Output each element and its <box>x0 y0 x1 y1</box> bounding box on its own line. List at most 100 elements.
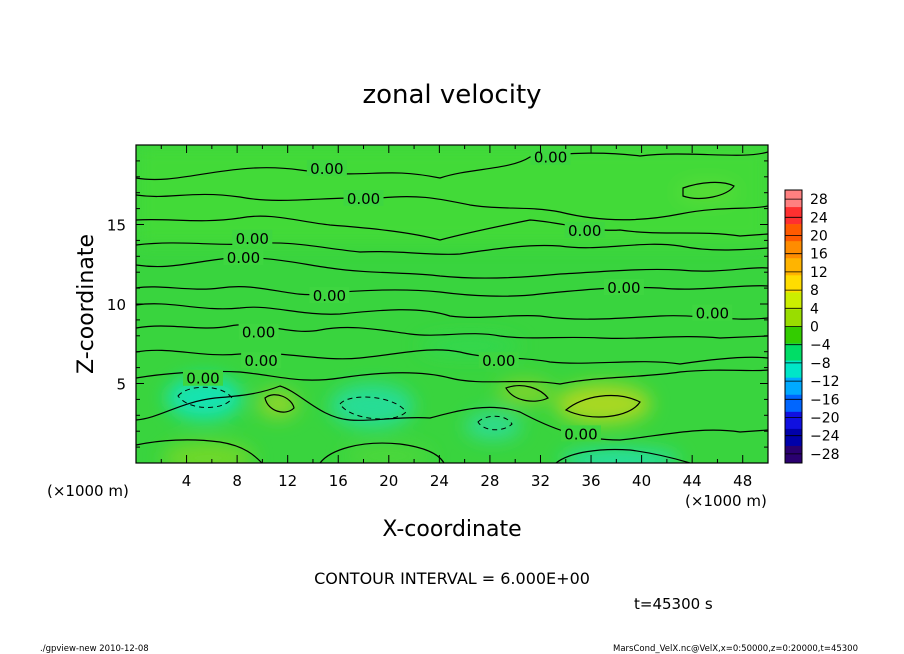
colorbar-segment <box>785 275 802 293</box>
negative-contours <box>177 386 513 431</box>
colorbar-tick-label: 16 <box>810 247 828 263</box>
contour-label: 0.00 <box>310 160 343 178</box>
contour-label: 0.00 <box>534 149 567 167</box>
x-tick-label: 24 <box>430 472 449 490</box>
colorbar-tick-label: −16 <box>810 392 840 408</box>
contour-label: 0.00 <box>696 305 729 323</box>
x-tick-label: 32 <box>531 472 550 490</box>
contour-label-bg <box>343 190 384 207</box>
contour-line <box>264 394 295 413</box>
contour-line <box>136 349 768 365</box>
contour-label-bg <box>603 279 644 296</box>
footer-right: MarsCond_VelX.nc@VelX,x=0:50000,z=0:2000… <box>613 644 858 654</box>
chart-title: zonal velocity <box>362 80 541 110</box>
colorbar-tick-label: −28 <box>810 447 840 463</box>
colorbar-tick-label: 24 <box>810 210 828 226</box>
colorbar-segment <box>785 224 802 242</box>
colorbar-segment <box>785 258 802 276</box>
contour-line <box>136 151 768 181</box>
contour-line <box>136 193 768 221</box>
contour-label: 0.00 <box>186 370 219 388</box>
colorbar-segment <box>785 207 802 225</box>
contour-label: 0.00 <box>313 287 346 305</box>
x-unit-right: (×1000 m) <box>685 492 767 510</box>
contour-label-bg <box>478 352 519 369</box>
contour-label: 0.00 <box>347 190 380 208</box>
x-tick-label: 44 <box>683 472 702 490</box>
contour-label: 0.00 <box>482 352 515 370</box>
contour-line <box>505 385 549 402</box>
field-blob <box>677 182 737 202</box>
axis-ticks <box>136 145 768 463</box>
contour-line <box>319 442 445 463</box>
x-tick-labels: 4 8 12 16 20 24 28 32 36 40 44 48 <box>182 472 752 490</box>
contour-line <box>136 215 768 241</box>
colorbar-segment <box>785 377 802 396</box>
colorbar-tick-label: −20 <box>810 411 840 427</box>
x-tick-label: 40 <box>632 472 651 490</box>
contour-line <box>555 448 691 463</box>
contour-line <box>136 369 768 385</box>
colorbar-tick-label: 12 <box>810 265 828 281</box>
contour-label-bg <box>241 352 282 369</box>
contour-label-bg <box>560 425 601 442</box>
contour-line <box>564 395 641 418</box>
colorbar-segment <box>785 343 802 361</box>
y-tick-label: 10 <box>107 296 126 314</box>
colorbar-segment <box>785 411 802 430</box>
contour-line <box>136 385 768 441</box>
y-tick-label: 5 <box>116 376 126 394</box>
colorbar-tick-label: 0 <box>810 320 819 336</box>
contour-line <box>177 386 233 408</box>
x-tick-label: 16 <box>329 472 348 490</box>
contour-lines <box>136 151 768 463</box>
colorbar-tick-label: −12 <box>810 374 840 390</box>
colorbar-segment <box>785 326 802 344</box>
plot-area: 0.000.000.000.000.000.000.000.000.000.00… <box>136 145 768 463</box>
x-tick-label: 8 <box>232 472 242 490</box>
colorbar-tick-label: 4 <box>810 301 819 317</box>
contour-label-bg <box>564 221 605 238</box>
contour-line <box>682 181 735 199</box>
contour-line <box>339 396 407 420</box>
field-blob <box>465 412 521 440</box>
colorbar-segment <box>785 445 802 464</box>
colorbar-tick-label: 28 <box>810 192 828 208</box>
x-tick-label: 12 <box>278 472 297 490</box>
y-tick-labels: 5 10 15 <box>107 217 126 394</box>
contour-line <box>136 303 768 320</box>
x-tick-label: 28 <box>480 472 499 490</box>
field-blob <box>344 446 432 463</box>
colorbar-segment <box>785 190 802 208</box>
x-axis-label: X-coordinate <box>382 517 521 542</box>
colorbar-tick-labels: 28 24 20 16 12 8 4 0 −4 −8 −12 −16 −20 −24 −28 <box>810 192 840 463</box>
x-tick-label: 20 <box>379 472 398 490</box>
contour-label: 0.00 <box>607 279 640 297</box>
contour-label: 0.00 <box>564 425 597 443</box>
x-tick-label: 36 <box>581 472 600 490</box>
y-axis-label: Z-coordinate <box>74 234 99 374</box>
contour-label-bg <box>182 369 223 386</box>
colorbar-tick-label: 20 <box>810 229 828 245</box>
contour-line <box>136 439 263 463</box>
colorbar-tick-label: −8 <box>810 356 831 372</box>
time-label: t=45300 s <box>634 595 713 613</box>
colorbar-tick-label: −4 <box>810 338 831 354</box>
field-blob <box>420 336 520 356</box>
contour-interval: CONTOUR INTERVAL = 6.000E+00 <box>314 569 590 588</box>
contour-label: 0.00 <box>242 324 275 342</box>
field-blob <box>258 390 298 418</box>
field-blob <box>330 384 414 428</box>
colorbar-segment <box>785 292 802 310</box>
contour-label-bg <box>309 287 350 304</box>
footer-left: ./gpview-new 2010-12-08 <box>40 644 149 654</box>
x-tick-label: 48 <box>733 472 752 490</box>
colorbar-segment <box>785 360 802 378</box>
colorbar-tick-label: 8 <box>810 283 819 299</box>
y-tick-label: 15 <box>107 217 126 235</box>
contour-labels: 0.000.000.000.000.000.000.000.000.000.00… <box>182 148 733 443</box>
field-blob <box>162 442 254 463</box>
contour-label-bg <box>692 304 733 321</box>
colorbar-segment <box>785 394 802 413</box>
